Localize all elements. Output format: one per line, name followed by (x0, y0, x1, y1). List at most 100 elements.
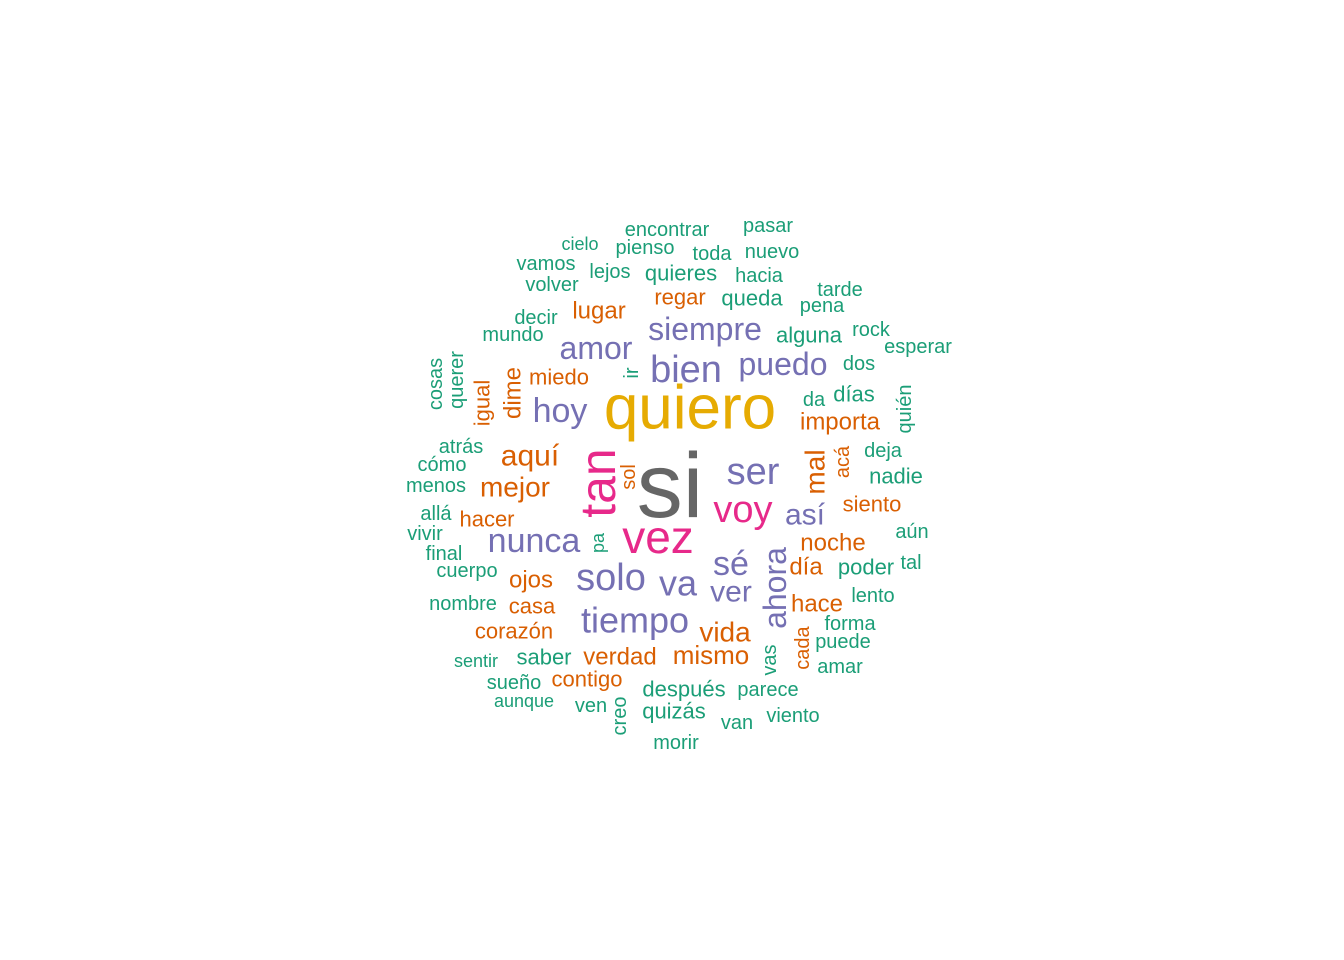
word-ahora: ahora (757, 547, 793, 629)
word-pasar: pasar (743, 215, 793, 237)
word-aca: acá (832, 445, 854, 478)
word-morir: morir (653, 732, 699, 754)
word-mal: mal (800, 449, 831, 494)
word-hoy: hoy (533, 392, 588, 430)
word-da: da (803, 389, 826, 411)
word-sentir: sentir (454, 651, 498, 671)
word-hacer: hacer (459, 507, 514, 532)
word-vez: vez (622, 511, 694, 563)
word-esperar: esperar (884, 336, 952, 358)
word-como: cómo (418, 454, 467, 476)
word-ojos: ojos (509, 567, 553, 594)
word-menos: menos (406, 475, 466, 497)
word-vida: vida (699, 617, 751, 648)
word-puede: puede (815, 631, 871, 653)
word-quieres: quieres (645, 261, 717, 286)
word-ser: ser (727, 451, 780, 493)
word-lugar: lugar (572, 298, 625, 325)
word-noche: noche (800, 530, 865, 557)
word-hacia: hacia (735, 265, 784, 287)
word-mundo: mundo (482, 324, 543, 346)
word-pienso: pienso (616, 237, 675, 259)
word-igual: igual (470, 380, 495, 426)
word-puedo: puedo (739, 346, 828, 382)
word-se: sé (713, 545, 749, 583)
word-amar: amar (817, 656, 863, 678)
word-decir: decir (514, 307, 558, 329)
word-verdad: verdad (583, 644, 656, 671)
word-dos: dos (843, 353, 875, 375)
word-lento: lento (851, 585, 894, 607)
word-quizas: quizás (642, 699, 706, 724)
word-tan: tan (570, 448, 626, 518)
word-cada: cada (792, 625, 814, 669)
word-aqui: aquí (501, 440, 560, 473)
word-final: final (426, 543, 463, 565)
word-ir: ir (621, 367, 643, 378)
word-voy: voy (713, 489, 772, 531)
word-vamos: vamos (517, 253, 576, 275)
word-vivir: vivir (407, 523, 443, 545)
word-lejos: lejos (589, 261, 630, 283)
word-dias: días (833, 382, 875, 407)
word-dime: dime (500, 367, 527, 419)
word-aun: aún (895, 521, 928, 543)
word-nadie: nadie (869, 464, 923, 489)
word-pena: pena (800, 295, 845, 317)
word-queda: queda (721, 286, 783, 311)
word-mejor: mejor (480, 472, 550, 503)
word-viento: viento (766, 705, 819, 727)
word-miedo: miedo (529, 365, 589, 390)
word-ver: ver (710, 576, 752, 609)
word-corazon: corazón (475, 619, 553, 644)
word-hace: hace (791, 591, 843, 618)
word-va: va (659, 563, 698, 604)
word-querer: querer (446, 351, 468, 409)
word-volver: volver (525, 274, 579, 296)
word-nombre: nombre (429, 593, 497, 615)
word-creo: creo (609, 697, 631, 736)
word-tal: tal (900, 552, 921, 574)
word-pa: pa (588, 532, 608, 553)
word-vas: vas (759, 644, 781, 675)
word-despues: después (642, 677, 725, 702)
word-quiero: quiero (604, 374, 776, 443)
word-contigo: contigo (552, 667, 623, 692)
word-siento: siento (843, 492, 902, 517)
word-mismo: mismo (673, 640, 750, 670)
word-solo: solo (576, 557, 646, 599)
word-importa: importa (800, 409, 881, 436)
word-encontrar: encontrar (625, 219, 710, 241)
word-poder: poder (838, 555, 894, 580)
word-toda: toda (693, 243, 733, 265)
word-alguna: alguna (776, 323, 843, 348)
word-si: si (637, 435, 703, 537)
word-siempre: siempre (648, 311, 762, 347)
word-regar: regar (654, 285, 705, 310)
word-van: van (721, 712, 753, 734)
word-sueno: sueño (487, 672, 542, 694)
word-forma: forma (824, 613, 876, 635)
word-bien: bien (650, 349, 722, 391)
word-cosas: cosas (425, 358, 447, 410)
word-atras: atrás (439, 436, 483, 458)
word-sol: sol (618, 464, 640, 490)
word-casa: casa (509, 594, 556, 619)
word-nunca: nunca (488, 522, 581, 560)
word-amor: amor (560, 330, 633, 366)
word-asi: así (785, 499, 826, 532)
word-alla: allá (420, 503, 452, 525)
word-cuerpo: cuerpo (436, 560, 497, 582)
word-ven: ven (575, 695, 607, 717)
word-aunque: aunque (494, 691, 554, 711)
word-nuevo: nuevo (745, 241, 800, 263)
word-deja: deja (864, 440, 903, 462)
word-parece: parece (737, 679, 798, 701)
word-cielo: cielo (561, 234, 598, 254)
word-tarde: tarde (817, 279, 863, 301)
word-quien: quién (894, 385, 916, 434)
word-saber: saber (516, 645, 571, 670)
word-tiempo: tiempo (581, 600, 689, 641)
word-dia: día (789, 554, 823, 581)
